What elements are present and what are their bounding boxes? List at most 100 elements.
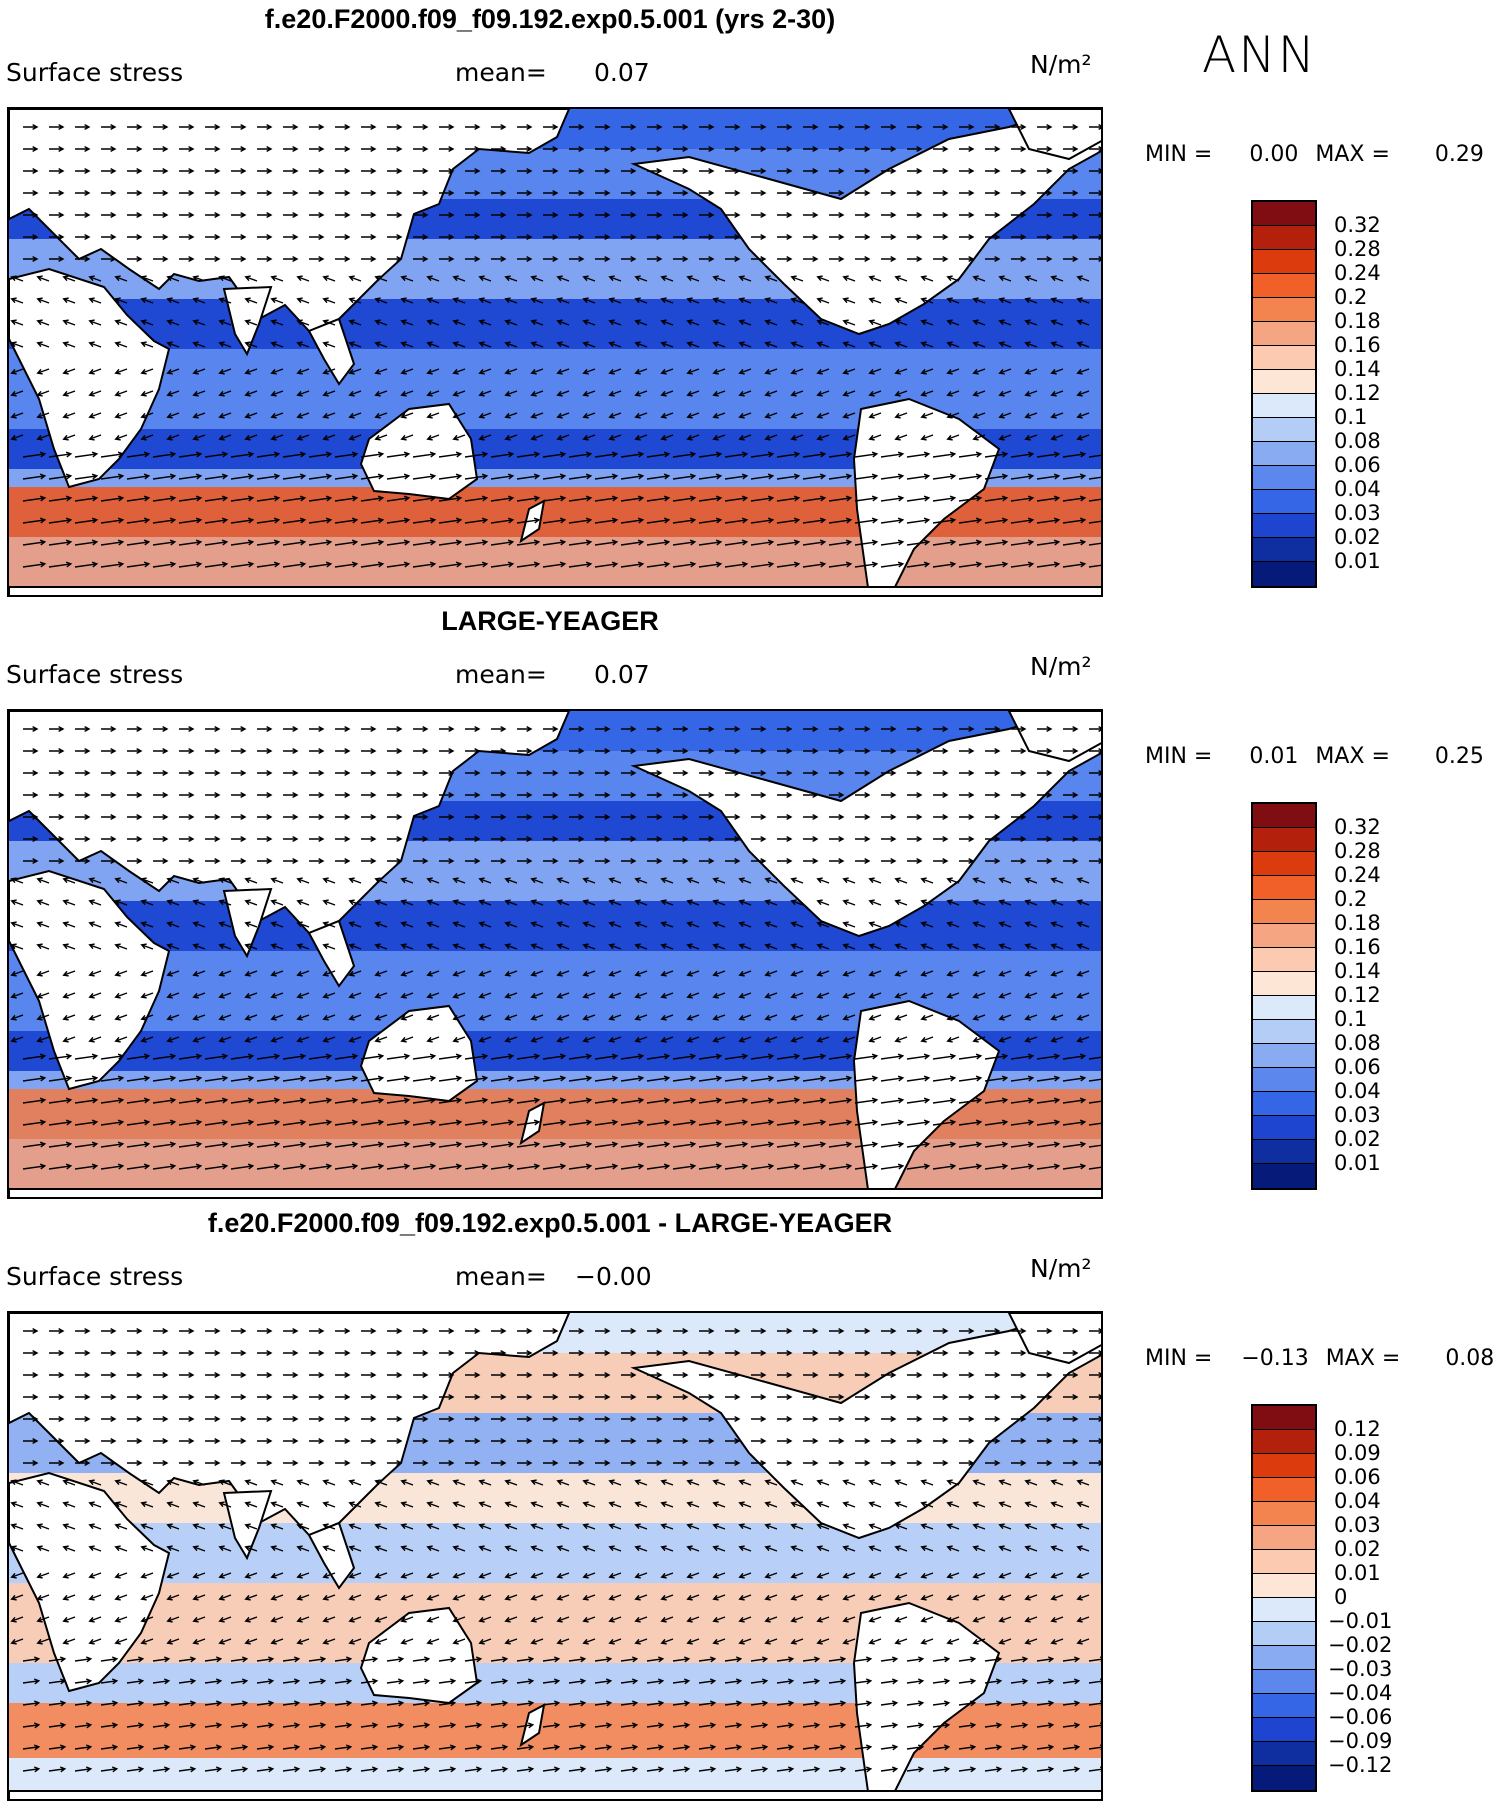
wind-arrow: [452, 368, 466, 375]
wind-arrow: [594, 1744, 613, 1751]
wind-arrow: [660, 943, 674, 950]
wind-arrow: [1088, 542, 1101, 546]
wind-arrow: [906, 1700, 925, 1707]
wind-arrow: [322, 1638, 336, 1645]
wind-arrow: [126, 1744, 145, 1751]
wind-arrow: [400, 297, 414, 304]
wind-arrow: [140, 1036, 154, 1043]
wind-arrow: [946, 1479, 960, 1486]
wind-arrow: [74, 1678, 93, 1685]
wind-arrow: [530, 1479, 544, 1486]
wind-arrow: [348, 1014, 362, 1021]
wind-arrow: [1076, 943, 1090, 950]
wind-arrow: [244, 1594, 258, 1601]
wind-arrow: [647, 813, 663, 821]
wind-arrow: [413, 1327, 429, 1335]
wind-arrow: [452, 1616, 466, 1623]
wind-arrow: [542, 1141, 567, 1148]
wind-arrow: [958, 1744, 977, 1751]
wind-arrow: [374, 368, 388, 375]
wind-arrow: [985, 1371, 1001, 1379]
wind-arrow: [894, 1545, 908, 1552]
wind-arrow: [1011, 791, 1027, 799]
wind-arrow: [386, 1656, 405, 1663]
wind-arrow: [1024, 1594, 1038, 1601]
wind-arrow: [360, 561, 385, 568]
wind-arrow: [374, 434, 388, 441]
wind-arrow: [608, 992, 622, 999]
wind-arrow: [491, 1393, 507, 1401]
wind-arrow: [1076, 970, 1090, 977]
wind-arrow: [764, 899, 778, 906]
wind-arrow: [270, 921, 284, 928]
wind-arrow: [790, 1545, 804, 1552]
wind-arrow: [360, 495, 385, 502]
wind-arrow: [595, 1349, 611, 1357]
wind-arrow: [802, 517, 827, 524]
wind-arrow: [1089, 769, 1101, 777]
wind-arrow: [387, 1415, 403, 1423]
wind-arrow: [412, 1766, 431, 1773]
wind-arrow: [10, 1594, 24, 1601]
seasia-landmass: [307, 919, 356, 988]
wind-arrow: [699, 1393, 715, 1401]
colorbar-tick-label: 0.03: [1334, 1103, 1381, 1127]
wind-arrow: [309, 1459, 325, 1467]
wind-arrow: [439, 189, 455, 197]
wind-arrow: [569, 233, 585, 241]
wind-arrow: [530, 1014, 544, 1021]
wind-arrow: [192, 297, 206, 304]
wind-arrow: [387, 1327, 403, 1335]
wind-arrow: [178, 1656, 197, 1663]
wind-arrow: [582, 297, 596, 304]
wind-arrow: [490, 1097, 515, 1104]
wind-arrow: [10, 297, 24, 304]
wind-arrow: [881, 791, 897, 799]
wind-arrow: [880, 1053, 905, 1060]
wind-arrow: [543, 189, 559, 197]
wind-arrow: [868, 1501, 882, 1508]
wind-arrow: [1089, 1371, 1101, 1379]
wind-arrow: [621, 813, 637, 821]
wind-arrow: [270, 1523, 284, 1530]
wind-arrow: [933, 255, 949, 263]
wind-arrow: [998, 1545, 1012, 1552]
wind-arrow: [1062, 1119, 1087, 1126]
wind-arrow: [334, 1766, 353, 1773]
wind-arrow: [984, 517, 1009, 524]
wind-arrow: [439, 211, 455, 219]
wind-arrow: [490, 1722, 509, 1729]
wind-arrow: [516, 539, 541, 546]
wind-arrow: [1036, 1700, 1055, 1707]
antarctica-landmass: [9, 586, 1101, 595]
wind-arrow: [270, 275, 284, 282]
wind-arrow: [958, 495, 983, 502]
wind-arrow: [1037, 1393, 1053, 1401]
colorbar-tick-label: 0.06: [1334, 1465, 1381, 1489]
wind-arrow: [49, 189, 65, 197]
wind-arrow: [114, 899, 128, 906]
colorbar-box: [1253, 442, 1315, 466]
wind-arrow: [126, 473, 151, 480]
wind-arrow: [88, 1594, 102, 1601]
wind-arrow: [504, 1594, 518, 1601]
wind-arrow: [1063, 167, 1079, 175]
wind-arrow: [439, 145, 455, 153]
wind-arrow: [816, 921, 830, 928]
wind-arrow: [257, 791, 273, 799]
wind-arrow: [972, 434, 986, 441]
wind-arrow: [114, 275, 128, 282]
wind-arrow: [1089, 1437, 1101, 1445]
wind-arrow: [972, 297, 986, 304]
colorbar-box: [1253, 418, 1315, 442]
wind-arrow: [828, 495, 853, 502]
wind-arrow: [386, 1700, 405, 1707]
wind-arrow: [985, 791, 1001, 799]
wind-arrow: [205, 123, 221, 131]
wind-arrow: [1062, 1097, 1087, 1104]
wind-arrow: [412, 1163, 437, 1170]
wind-arrow: [127, 769, 143, 777]
wind-arrow: [543, 725, 559, 733]
wind-arrow: [1024, 1014, 1038, 1021]
wind-arrow: [88, 412, 102, 419]
